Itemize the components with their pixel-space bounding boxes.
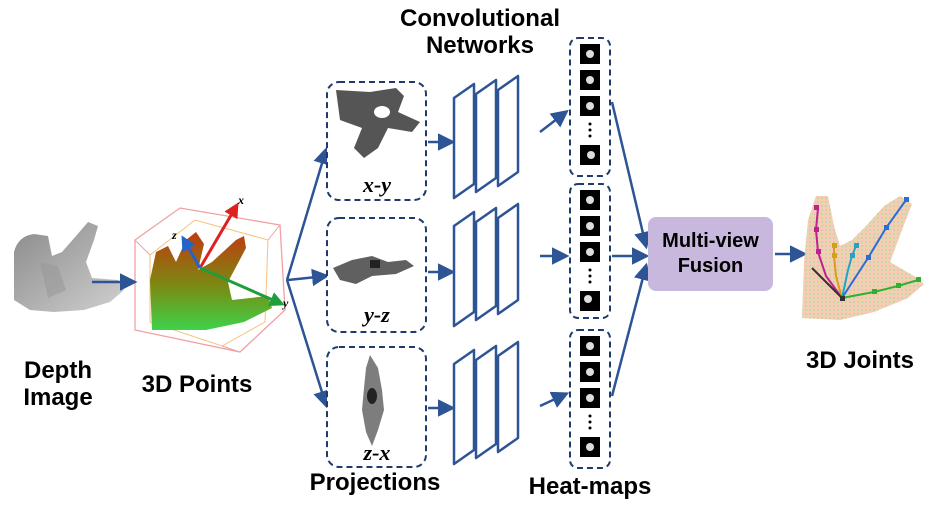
cnn-stack-xy bbox=[452, 74, 520, 200]
projection-label-xy: x-y bbox=[362, 172, 392, 197]
projection-box-xy bbox=[326, 81, 427, 201]
arrow-heatmap-1-to-fusion bbox=[610, 101, 652, 250]
cnn-stack-zx bbox=[452, 340, 520, 466]
arrow-points-to-zx bbox=[285, 279, 331, 409]
depth-image-hand bbox=[14, 222, 124, 312]
axis-y-label: y bbox=[283, 296, 289, 310]
projection-box-zx bbox=[326, 346, 427, 468]
axis-z-label: z bbox=[172, 228, 177, 242]
projection-box-yz bbox=[326, 217, 427, 333]
arrow-cnn-to-heatmap-1 bbox=[539, 109, 569, 133]
multi-view-fusion-label: Multi-view Fusion bbox=[662, 230, 759, 277]
arrow-heatmap-3-to-fusion bbox=[610, 262, 651, 397]
arrow-points-to-xy bbox=[285, 146, 331, 281]
projection-label-zx: z-x bbox=[363, 440, 391, 465]
multi-view-fusion-box: Multi-view Fusion bbox=[648, 217, 773, 291]
joints-hand bbox=[802, 196, 924, 320]
heatmap-column-2 bbox=[569, 183, 611, 319]
depth-image-label: Depth Image bbox=[23, 357, 93, 411]
joints-3d-label: 3D Joints bbox=[805, 347, 915, 374]
projection-label-yz: y-z bbox=[364, 302, 390, 327]
conv-networks-label: Convolutional Networks bbox=[400, 5, 560, 59]
point-cloud-3d bbox=[134, 202, 286, 353]
points-3d-label: 3D Points bbox=[141, 371, 253, 398]
heatmap-column-1 bbox=[569, 37, 611, 177]
heat-maps-label: Heat-maps bbox=[528, 473, 652, 500]
arrow-cnn-to-heatmap-3 bbox=[539, 391, 570, 408]
axis-x-label: x bbox=[238, 193, 244, 207]
projections-label: Projections bbox=[309, 469, 441, 496]
arrow-points-to-yz bbox=[287, 268, 330, 287]
cnn-stack-yz bbox=[452, 202, 520, 328]
heatmap-column-3 bbox=[569, 329, 611, 469]
